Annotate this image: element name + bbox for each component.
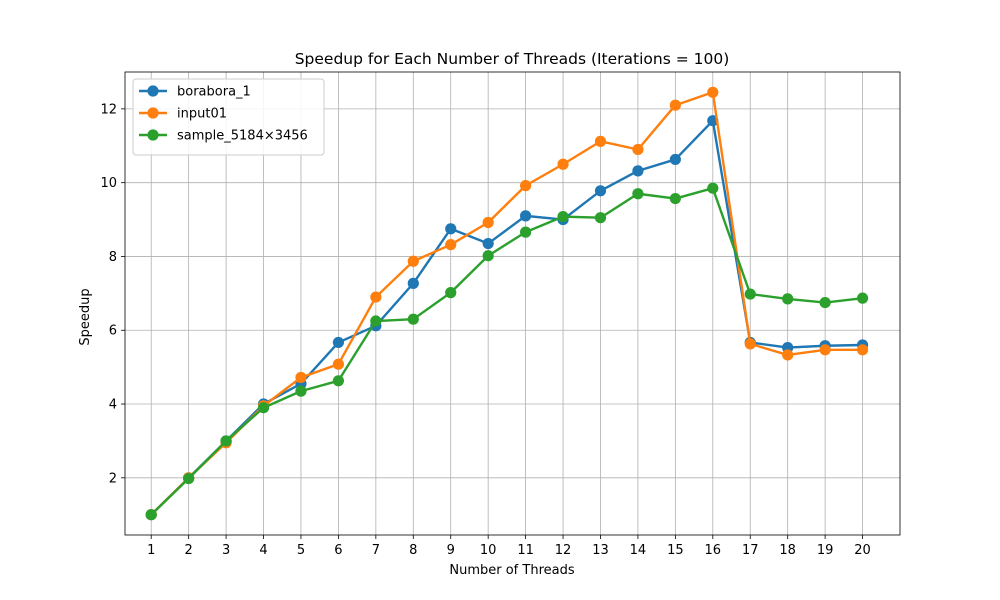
data-point (632, 165, 644, 177)
x-tick-label: 18 (779, 543, 796, 558)
x-tick-label: 8 (409, 543, 417, 558)
data-point (632, 188, 644, 200)
data-point (856, 292, 869, 304)
data-point (407, 255, 419, 267)
data-point (819, 344, 831, 356)
y-tick-label: 8 (109, 250, 117, 265)
y-axis-label: Speedup (78, 288, 93, 345)
data-point (520, 180, 532, 192)
legend-swatch-marker (147, 129, 159, 141)
data-point (482, 216, 494, 229)
chart-title: Speedup for Each Number of Threads (Iter… (295, 50, 730, 68)
data-point (407, 277, 419, 289)
y-tick-label: 4 (109, 398, 117, 413)
series-line (150, 91, 864, 516)
x-axis-label: Number of Threads (449, 563, 574, 578)
plot-frame (124, 71, 901, 536)
x-tick-label: 15 (667, 543, 684, 558)
data-point (332, 336, 345, 349)
series-layer (145, 86, 869, 521)
data-point (445, 223, 457, 235)
legend-box (132, 78, 325, 156)
data-point (782, 349, 794, 361)
x-tick-label: 7 (372, 543, 380, 558)
y-tick-label: 2 (109, 471, 117, 486)
data-point (295, 385, 307, 397)
data-point (445, 287, 457, 299)
data-point (370, 315, 382, 327)
series-2 (145, 182, 869, 521)
data-point (220, 435, 232, 447)
data-point (744, 338, 756, 350)
data-point (557, 158, 569, 170)
x-tick-label: 10 (480, 543, 497, 558)
data-point (707, 182, 719, 194)
x-tick-label: 5 (297, 543, 305, 558)
data-point (332, 375, 345, 387)
data-point (145, 509, 157, 521)
x-tick-label: 20 (854, 543, 871, 558)
x-tick-label: 4 (259, 543, 267, 558)
legend-label: sample_5184×3456 (177, 129, 308, 144)
data-point (669, 192, 681, 205)
x-tick-label: 19 (817, 543, 834, 558)
y-tick-label: 10 (100, 176, 117, 191)
x-tick-label: 16 (705, 543, 722, 558)
x-tick-label: 14 (630, 543, 647, 558)
y-tick-label: 6 (109, 324, 117, 339)
series-line (150, 187, 864, 516)
data-point (257, 402, 270, 414)
data-point (520, 226, 532, 238)
legend-label: borabora_1 (177, 85, 251, 100)
data-point (632, 143, 644, 156)
data-point (856, 344, 869, 356)
data-point (520, 210, 532, 222)
data-point (669, 99, 681, 111)
x-tick-label: 2 (185, 543, 193, 558)
x-tick-label: 6 (334, 543, 342, 558)
data-point (482, 250, 494, 262)
data-point (707, 86, 719, 98)
x-tick-label: 9 (447, 543, 455, 558)
x-tick-label: 17 (742, 543, 759, 558)
data-point (782, 293, 794, 305)
x-tick-label: 13 (592, 543, 609, 558)
data-point (482, 237, 494, 250)
data-point (370, 291, 382, 303)
data-point (669, 153, 681, 166)
data-point (295, 371, 307, 384)
legend-swatch-marker (147, 107, 159, 119)
data-point (407, 313, 419, 325)
data-point (332, 358, 345, 370)
x-tick-label: 11 (517, 543, 534, 558)
y-tick-label: 12 (100, 102, 117, 117)
data-point (445, 239, 457, 251)
data-point (594, 185, 607, 197)
legend-swatch-marker (147, 85, 159, 97)
data-point (557, 211, 569, 223)
data-point (594, 135, 607, 147)
x-tick-label: 12 (555, 543, 572, 558)
legend: borabora_1 input01 sample_5184×3456 (132, 78, 325, 156)
data-point (594, 212, 607, 224)
legend-label: input01 (177, 107, 227, 122)
data-point (819, 296, 831, 309)
x-tick-label: 3 (222, 543, 230, 558)
data-point (183, 472, 195, 485)
data-point (744, 288, 756, 300)
x-tick-label: 1 (147, 543, 155, 558)
